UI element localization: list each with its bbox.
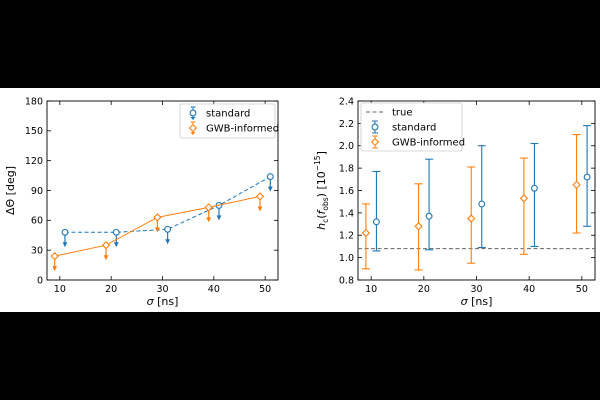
y-tick-label: 2.0: [339, 141, 354, 152]
y-tick-label: 0: [37, 275, 43, 286]
data-point: [372, 218, 380, 226]
legend-entry-standard: standard: [371, 120, 436, 134]
y-axis-label: hc(fobs) [10−15]: [313, 151, 330, 230]
series-standard: [61, 173, 274, 248]
legend-label: standard: [206, 109, 250, 120]
y-tick-label: 60: [31, 216, 43, 227]
data-point: [255, 192, 265, 201]
upper-limit-arrow: [165, 231, 171, 245]
legend-arrowhead: [190, 117, 196, 120]
y-tick-label: 1.2: [339, 231, 354, 242]
series-gwb-informed: [50, 192, 265, 272]
x-tick-label: 40: [523, 284, 535, 295]
data-point: [204, 203, 213, 212]
legend-label: GWB-informed: [206, 124, 279, 135]
y-tick-label: 30: [31, 246, 43, 257]
legend-arrowhead: [190, 132, 196, 135]
data-point: [478, 200, 486, 208]
data-point: [101, 241, 111, 250]
data-point: [425, 212, 433, 220]
errorbar: [361, 203, 371, 270]
legend-entry-standard: standard: [189, 106, 250, 120]
data-point: [61, 228, 69, 236]
errorbar: [477, 145, 486, 249]
legend: true standard GWB-informed: [360, 102, 465, 152]
upper-limit-arrow: [216, 207, 222, 221]
legend-marker: [371, 123, 379, 131]
chart-1: 10 20 30 40 50 0 30 60 90 120 150 180 σ [ns] ΔΘ [deg]…: [4, 96, 279, 308]
data-point: [572, 180, 581, 190]
data-point: [519, 194, 529, 203]
x-axis-label: σ [ns]: [147, 295, 179, 308]
y-tick-label: 1.6: [339, 186, 354, 197]
y-tick-label: 0.8: [339, 275, 354, 286]
series-line: [64, 176, 271, 233]
x-tick-label: 30: [470, 284, 482, 295]
data-point: [530, 184, 538, 192]
legend-label: GWB-informed: [392, 138, 465, 149]
x-tick-label: 20: [105, 284, 117, 295]
x-tick-label: 50: [576, 284, 588, 295]
series-gwb-informed: [361, 134, 581, 271]
data-point: [50, 251, 59, 261]
errorbar: [530, 142, 539, 247]
legend-entry-gwb-informed: GWB-informed: [370, 135, 465, 149]
data-point: [414, 222, 423, 231]
x-tick-label: 20: [418, 284, 430, 295]
errorbar: [372, 170, 381, 252]
upper-limit-arrow: [267, 178, 273, 192]
legend-label: true: [392, 108, 413, 119]
legend-label: standard: [392, 123, 436, 134]
errorbar: [583, 125, 592, 227]
legend-marker: [189, 109, 197, 117]
data-point: [112, 228, 120, 236]
y-tick-label: 90: [31, 186, 43, 197]
data-point: [467, 214, 476, 223]
legend-entry-true: true: [366, 108, 413, 119]
x-tick-label: 40: [208, 284, 220, 295]
x-tick-label: 10: [54, 284, 66, 295]
y-tick-label: 2.2: [339, 119, 354, 130]
y-tick-label: 180: [25, 96, 43, 107]
legend-marker: [370, 137, 380, 147]
chart-2: 10 20 30 40 50 0.8 1.0 1.2 1.4 1.6 1.8 2.0 2.2 2.4 σ […: [313, 96, 596, 308]
errorbar: [425, 158, 434, 251]
upper-limit-arrow: [113, 234, 119, 248]
x-axis-label: σ [ns]: [461, 295, 493, 308]
legend-box: [179, 103, 276, 139]
figure-panel: 10 20 30 40 50 0 30 60 90 120 150 180 σ [ns] ΔΘ [deg]…: [0, 88, 600, 312]
data-point: [266, 173, 274, 181]
legend-entry-gwb-informed: GWB-informed: [188, 121, 279, 135]
y-tick-label: 2.4: [339, 96, 354, 107]
y-tick-label: 1.0: [339, 253, 354, 264]
data-point: [361, 228, 371, 238]
x-tick-label: 30: [156, 284, 168, 295]
legend: standard GWB-informed: [179, 103, 279, 139]
y-tick-label: 1.4: [339, 208, 354, 219]
figure-svg: 10 20 30 40 50 0 30 60 90 120 150 180 σ [ns] ΔΘ [deg]…: [4, 96, 596, 308]
errorbar: [572, 134, 581, 234]
legend-marker: [188, 123, 198, 133]
x-tick-label: 10: [365, 284, 377, 295]
data-point: [164, 225, 172, 233]
data-point: [583, 173, 591, 181]
y-tick-label: 150: [25, 126, 43, 137]
errorbar: [467, 166, 476, 264]
legend-box: [360, 102, 463, 152]
series-standard: [372, 125, 592, 252]
y-tick-label: 1.8: [339, 164, 354, 175]
errorbar: [519, 157, 529, 255]
x-tick-label: 50: [259, 284, 271, 295]
y-axis-label: ΔΘ [deg]: [4, 166, 17, 215]
data-point: [153, 213, 162, 222]
y-tick-label: 120: [25, 156, 43, 167]
upper-limit-arrow: [62, 234, 68, 248]
errorbar: [414, 183, 423, 271]
